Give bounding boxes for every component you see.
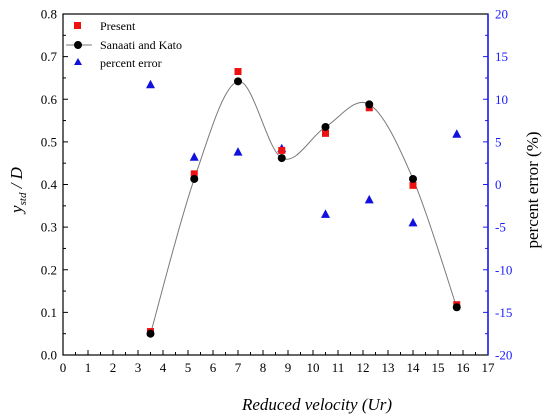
- legend-present-label: Present: [100, 19, 136, 33]
- legend: Present Sanaati and Kato percent error: [66, 19, 182, 70]
- y-left-axis-title-sub: std: [17, 192, 29, 205]
- x-tick-label: 5: [185, 360, 192, 375]
- legend-present-marker: [74, 22, 81, 29]
- present-point: [234, 68, 242, 76]
- error-point: [321, 209, 330, 218]
- y-left-tick-label: 0.2: [41, 262, 57, 277]
- legend-error-marker: [74, 58, 82, 65]
- y-left-tick-labels: 0.0 0.1 0.2 0.3 0.4 0.5 0.6 0.7 0.8: [41, 7, 58, 363]
- y-left-tick-label: 0.6: [41, 92, 58, 107]
- x-tick-label: 12: [357, 360, 370, 375]
- x-tick-label: 13: [382, 360, 395, 375]
- present-point: [409, 181, 417, 189]
- x-tick-label: 3: [135, 360, 142, 375]
- y-left-tick-label: 0.4: [41, 177, 58, 192]
- y-right-tick-labels: -20 -15 -10 -5 0 5 10 15 20: [495, 7, 512, 363]
- legend-sanaati-marker: [74, 41, 82, 49]
- sanaati-point: [190, 174, 199, 183]
- x-tick-label: 9: [285, 360, 292, 375]
- y-left-tick-label: 0.7: [41, 49, 58, 64]
- x-tick-label: 11: [332, 360, 345, 375]
- x-tick-label: 0: [60, 360, 67, 375]
- y-right-tick-label: -15: [495, 305, 512, 320]
- sanaati-point: [146, 329, 155, 338]
- y-right-axis-title: percent error (%): [523, 131, 542, 248]
- y-left-tick-label: 0.0: [41, 348, 57, 363]
- x-tick-label: 10: [307, 360, 320, 375]
- error-point: [189, 152, 199, 161]
- y-left-tick-label: 0.1: [41, 305, 57, 320]
- y-left-axis-title-main: y: [7, 205, 26, 215]
- x-axis-title: Reduced velocity (Ur): [241, 395, 392, 414]
- x-tick-label: 6: [210, 360, 217, 375]
- sanaati-point: [409, 174, 417, 183]
- x-tick-label: 4: [160, 360, 167, 375]
- present-point: [278, 146, 286, 154]
- y-right-tick-label: 5: [495, 134, 502, 149]
- sanaati-point: [365, 100, 374, 109]
- sanaati-point: [321, 122, 330, 131]
- x-tick-label: 7: [235, 360, 242, 375]
- error-point: [364, 194, 374, 204]
- error-point: [452, 129, 462, 138]
- data-marks: [146, 68, 462, 338]
- legend-error-label: percent error: [100, 56, 162, 70]
- y-left-tick-label: 0.3: [41, 220, 57, 235]
- y-left-tick-label: 0.8: [41, 7, 57, 22]
- y-right-tick-label: 20: [495, 7, 508, 22]
- sanaati-point: [277, 154, 286, 163]
- x-tick-label: 16: [457, 360, 471, 375]
- y-right-tick-label: 0: [495, 177, 502, 192]
- legend-sanaati-label: Sanaati and Kato: [100, 38, 182, 52]
- y-right-tick-label: -10: [495, 262, 512, 277]
- x-tick-label: 15: [432, 360, 445, 375]
- error-point: [408, 217, 418, 227]
- y-right-tick-label: -20: [495, 348, 512, 363]
- y-left-axis-title: ystd / D: [7, 166, 29, 215]
- x-tick-label: 2: [110, 360, 117, 375]
- y-right-tick-label: 10: [495, 92, 508, 107]
- x-tick-labels: 0 1 2 3 4 5 6 7 8 9 10 11 12 13 14 15 16 17: [60, 360, 495, 375]
- sanaati-point: [452, 303, 461, 312]
- x-tick-label: 8: [260, 360, 267, 375]
- error-point: [146, 79, 155, 89]
- x-tick-label: 1: [85, 360, 92, 375]
- y-right-tick-label: 15: [495, 49, 508, 64]
- present-point: [190, 170, 198, 178]
- y-left-tick-label: 0.5: [41, 134, 57, 149]
- x-tick-label: 14: [407, 360, 421, 375]
- y-right-tick-label: -5: [495, 220, 506, 235]
- y-left-axis-title-rest: / D: [7, 166, 26, 192]
- error-point: [233, 147, 243, 156]
- sanaati-point: [234, 77, 242, 86]
- present-point: [322, 129, 329, 137]
- x-tick-label: 17: [482, 360, 496, 375]
- sanaati-curve: [150, 80, 458, 334]
